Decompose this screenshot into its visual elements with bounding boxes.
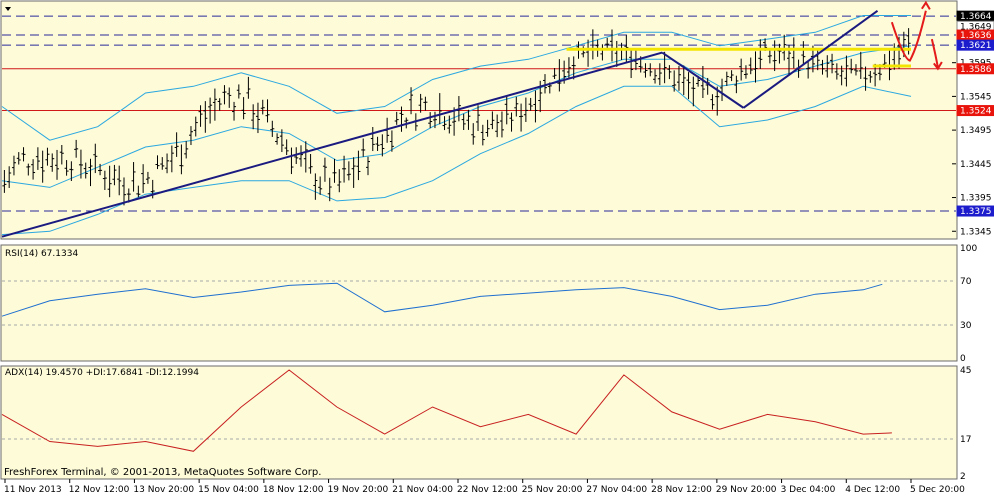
price-tag-label: 1.3375 xyxy=(960,207,992,217)
price-tag xyxy=(956,105,994,117)
rsi-layer xyxy=(1,280,956,326)
adx-line xyxy=(1,369,892,452)
price-panel[interactable] xyxy=(0,0,958,240)
rsi-tick-label: 70 xyxy=(960,277,972,287)
trend-line xyxy=(661,51,745,109)
price-layer xyxy=(1,0,956,238)
price-tag-label: 1.3621 xyxy=(960,41,992,51)
adx-tick-label: 45 xyxy=(960,366,971,376)
rsi-panel[interactable] xyxy=(0,244,958,362)
y-tick-label: 1.3445 xyxy=(960,160,992,170)
arrow-head-down xyxy=(933,61,943,71)
x-tick-label: 28 Nov 12:00 xyxy=(651,485,712,494)
rsi-caption: RSI(14) 67.1334 xyxy=(5,249,78,259)
rsi-line xyxy=(1,282,883,317)
rsi-tick-label: 100 xyxy=(960,244,977,254)
x-tick-label: 3 Dec 04:00 xyxy=(781,485,836,494)
adx-panel[interactable] xyxy=(0,365,958,480)
triangle-down-icon[interactable] xyxy=(5,7,11,11)
x-tick-label: 13 Nov 20:00 xyxy=(133,485,194,494)
x-tick-label: 29 Nov 20:00 xyxy=(716,485,777,494)
x-tick-label: 27 Nov 04:00 xyxy=(586,485,647,494)
y-tick-label: 1.3495 xyxy=(960,126,992,136)
x-tick-label: 18 Nov 12:00 xyxy=(263,485,324,494)
rsi-tick-label: 0 xyxy=(960,354,966,364)
price-tag-label: 1.3664 xyxy=(960,12,992,22)
price-tag-label: 1.3649 xyxy=(960,22,992,32)
x-tick-label: 4 Dec 12:00 xyxy=(845,485,900,494)
trend-line xyxy=(742,9,879,109)
adx-tick-label: 2 xyxy=(960,472,966,482)
price-tag-label: 1.3586 xyxy=(960,65,992,75)
x-tick-label: 22 Nov 12:00 xyxy=(457,485,518,494)
rsi-tick-label: 30 xyxy=(960,321,972,331)
price-tag-label: 1.3636 xyxy=(960,31,992,41)
x-tick-label: 21 Nov 04:00 xyxy=(392,485,453,494)
y-tick-label: 1.3395 xyxy=(960,194,992,204)
copyright-text: FreshForex Terminal, © 2001-2013, MetaQu… xyxy=(4,467,321,478)
x-tick-label: 11 Nov 2013 xyxy=(4,485,62,494)
price-tag-label: 1.3524 xyxy=(960,107,992,117)
x-tick-label: 19 Nov 20:00 xyxy=(328,485,389,494)
y-tick-label: 1.3345 xyxy=(960,227,992,237)
forecast-arrow-down xyxy=(930,38,939,68)
bollinger-middle xyxy=(1,45,912,188)
price-tag xyxy=(956,39,994,51)
arrow-head-up xyxy=(921,0,931,10)
price-tag xyxy=(956,205,994,217)
y-tick-label: 1.3545 xyxy=(960,92,992,102)
x-tick-label: 5 Dec 20:00 xyxy=(910,485,965,494)
forecast-arrow-up xyxy=(890,10,927,62)
x-tick-label: 25 Nov 20:00 xyxy=(522,485,583,494)
bollinger-upper xyxy=(1,15,911,141)
axis-layer: 1.33451.33951.34451.34951.35451.35951.36… xyxy=(4,10,994,495)
x-tick-label: 12 Nov 12:00 xyxy=(69,485,130,494)
x-tick-label: 15 Nov 04:00 xyxy=(198,485,259,494)
bollinger-lower xyxy=(1,85,912,236)
adx-layer xyxy=(1,369,956,452)
trend-line xyxy=(1,51,663,238)
adx-caption: ADX(14) 19.4570 +DI:17.6841 -DI:12.1994 xyxy=(5,368,199,378)
price-tag xyxy=(956,63,994,75)
adx-tick-label: 17 xyxy=(960,435,971,445)
